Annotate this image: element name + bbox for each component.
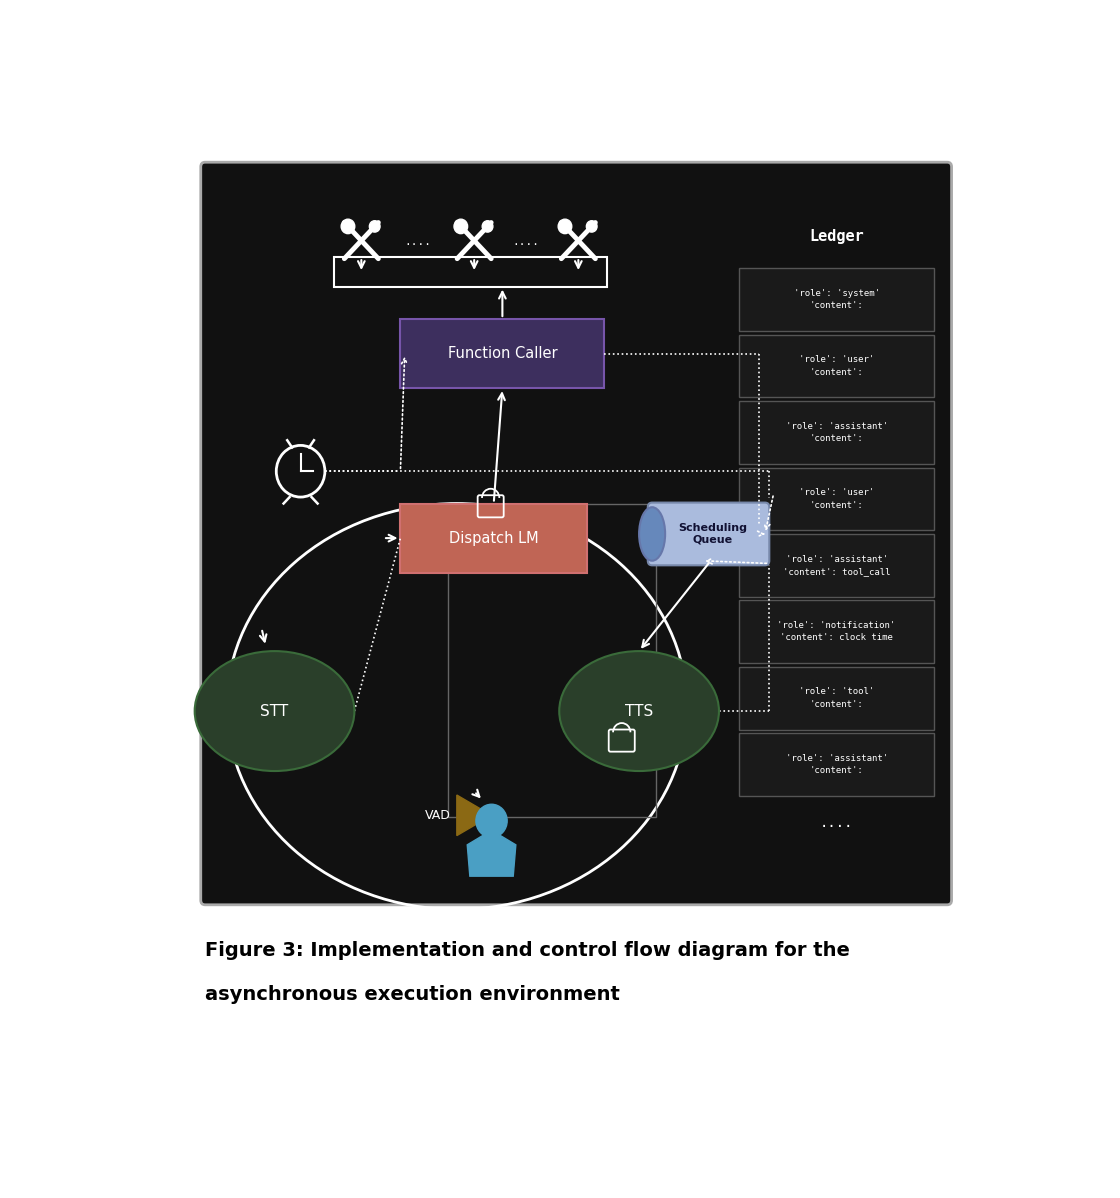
FancyBboxPatch shape xyxy=(739,534,934,597)
Ellipse shape xyxy=(195,652,354,772)
Circle shape xyxy=(454,219,468,234)
FancyBboxPatch shape xyxy=(647,503,769,565)
Polygon shape xyxy=(467,833,516,876)
Text: 'role': 'assistant'
'content':: 'role': 'assistant' 'content': xyxy=(785,754,888,775)
Text: ....: .... xyxy=(404,237,431,248)
Circle shape xyxy=(587,220,597,232)
Circle shape xyxy=(483,220,493,232)
Text: Ledger: Ledger xyxy=(809,229,864,243)
FancyBboxPatch shape xyxy=(739,334,934,398)
Circle shape xyxy=(342,219,355,234)
Text: 'role': 'assistant'
'content':: 'role': 'assistant' 'content': xyxy=(785,422,888,443)
Text: Scheduling
Queue: Scheduling Queue xyxy=(679,524,747,545)
Text: ....: .... xyxy=(513,237,540,248)
Circle shape xyxy=(558,219,572,234)
Text: asynchronous execution environment: asynchronous execution environment xyxy=(205,985,620,1004)
Text: VAD: VAD xyxy=(424,809,450,822)
Ellipse shape xyxy=(640,507,665,561)
FancyBboxPatch shape xyxy=(739,600,934,664)
Text: 'role': 'assistant'
'content': tool_call: 'role': 'assistant' 'content': tool_call xyxy=(783,555,890,576)
FancyBboxPatch shape xyxy=(739,268,934,331)
Polygon shape xyxy=(457,795,492,836)
Text: STT: STT xyxy=(261,703,289,719)
Text: Function Caller: Function Caller xyxy=(448,346,558,361)
Text: TTS: TTS xyxy=(625,703,653,719)
Circle shape xyxy=(476,804,507,837)
Text: Dispatch LM: Dispatch LM xyxy=(449,531,539,545)
Text: 'role': 'tool'
'content':: 'role': 'tool' 'content': xyxy=(799,688,875,709)
FancyBboxPatch shape xyxy=(739,667,934,730)
Text: ....: .... xyxy=(820,816,853,830)
Circle shape xyxy=(370,220,380,232)
Ellipse shape xyxy=(559,652,719,772)
Text: 'role': 'user'
'content':: 'role': 'user' 'content': xyxy=(799,488,875,509)
FancyBboxPatch shape xyxy=(739,733,934,795)
FancyBboxPatch shape xyxy=(739,401,934,464)
Text: Figure 3: Implementation and control flow diagram for the: Figure 3: Implementation and control flo… xyxy=(205,942,850,961)
FancyBboxPatch shape xyxy=(401,319,605,388)
FancyBboxPatch shape xyxy=(739,467,934,531)
FancyBboxPatch shape xyxy=(200,162,952,904)
Text: 'role': 'system'
'content':: 'role': 'system' 'content': xyxy=(794,289,879,310)
FancyBboxPatch shape xyxy=(401,503,587,573)
Text: 'role': 'notification'
'content': clock time: 'role': 'notification' 'content': clock … xyxy=(777,621,896,642)
Text: 'role': 'user'
'content':: 'role': 'user' 'content': xyxy=(799,356,875,377)
